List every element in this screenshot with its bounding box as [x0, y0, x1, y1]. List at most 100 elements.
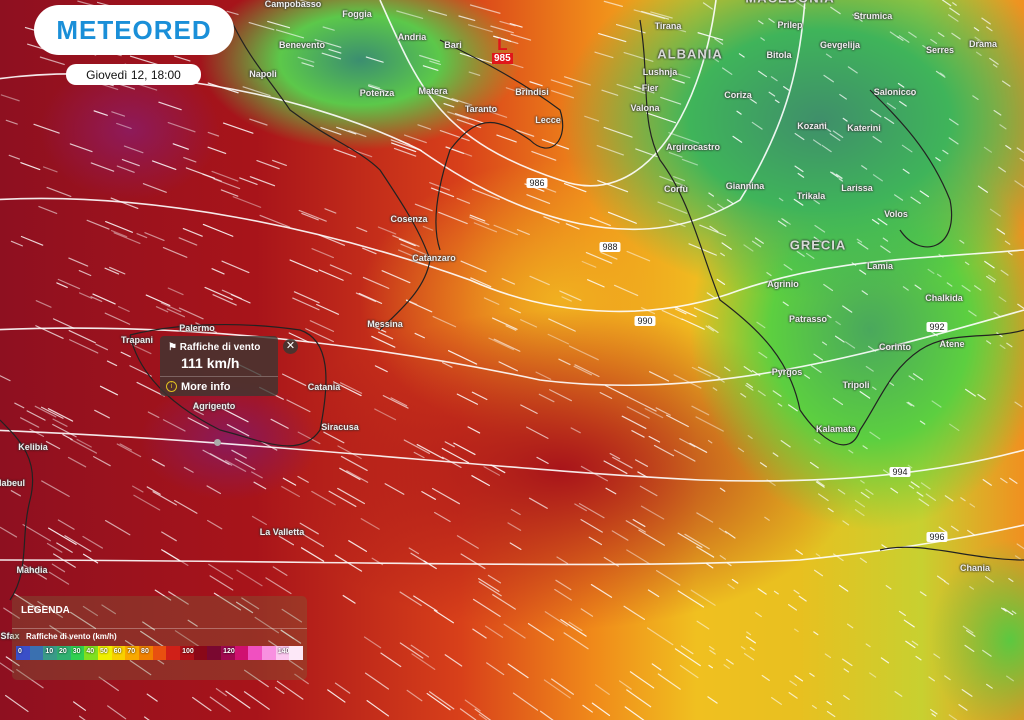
wind-streak	[834, 335, 845, 343]
wind-streak	[937, 32, 945, 38]
wind-streak	[155, 306, 169, 313]
legend-title: LEGENDA	[21, 605, 70, 616]
wind-streak	[691, 144, 703, 149]
wind-streak	[635, 459, 649, 467]
color-scale: 0 10 20 30 40 50 60 70 80 100 120 140	[16, 646, 304, 660]
wind-streak	[142, 183, 167, 193]
wind-streak	[28, 604, 41, 613]
wind-streak	[14, 402, 25, 409]
wind-streak	[774, 99, 780, 104]
wind-streak	[298, 209, 327, 222]
wind-streak	[761, 674, 770, 681]
city-label: Fier	[641, 83, 659, 93]
wind-streak	[1008, 578, 1014, 583]
wind-streak	[605, 487, 617, 495]
wind-streak	[992, 64, 998, 68]
wind-streak	[838, 584, 849, 592]
wind-streak	[286, 399, 311, 413]
wind-streak	[110, 229, 128, 238]
wind-streak	[823, 74, 834, 83]
wind-streak	[936, 575, 946, 582]
wind-streak	[20, 235, 44, 246]
location-pin[interactable]	[214, 439, 221, 446]
wind-streak	[714, 38, 724, 45]
wind-streak	[961, 688, 973, 697]
wind-streak	[428, 9, 448, 16]
city-label: Siracusa	[321, 422, 359, 432]
wind-streak	[681, 318, 705, 330]
wind-streak	[249, 118, 268, 126]
wind-streak	[192, 696, 212, 712]
forecast-datetime[interactable]: Giovedì 12, 18:00	[66, 64, 201, 85]
wind-streak	[872, 136, 882, 143]
wind-streak	[442, 362, 453, 368]
wind-streak	[977, 40, 983, 44]
wind-streak	[213, 178, 241, 190]
wind-streak	[48, 527, 77, 545]
wind-streak	[911, 640, 919, 646]
legend-panel[interactable]: LEGENDA Raffiche di vento (km/h) 0 10 20 30…	[12, 596, 307, 680]
wind-streak	[603, 460, 628, 475]
wind-streak	[26, 410, 46, 421]
wind-streak	[783, 86, 790, 91]
wind-streak	[681, 158, 699, 166]
wind-streak	[248, 22, 275, 31]
scale-label: 120	[223, 648, 235, 655]
scale-swatch	[248, 646, 263, 660]
scale-label: 20	[59, 648, 67, 655]
wind-streak	[146, 486, 161, 495]
wind-streak	[234, 458, 256, 471]
wind-streak	[770, 76, 778, 82]
city-label: Strumica	[853, 11, 893, 21]
low-pressure-value: 985	[492, 53, 513, 64]
wind-streak	[689, 442, 708, 453]
wind-streak	[852, 14, 863, 22]
wind-streak	[47, 408, 74, 422]
wind-streak	[187, 417, 209, 429]
wind-streak	[691, 405, 710, 416]
wind-streak	[708, 664, 714, 669]
wind-streak	[556, 556, 569, 565]
coastline-crete	[879, 546, 1024, 561]
wind-streak	[527, 622, 555, 641]
wind-streak	[960, 497, 966, 502]
wind-streak	[919, 420, 926, 425]
wind-streak	[272, 159, 287, 167]
wind-streak	[390, 397, 408, 407]
wind-streak	[294, 673, 309, 685]
wind-streak	[430, 92, 459, 103]
wind-streak	[897, 82, 905, 88]
city-label: Corfù	[664, 184, 688, 194]
wind-streak	[531, 150, 557, 161]
wind-streak	[163, 550, 189, 567]
wind-streak	[174, 630, 201, 648]
wind-streak	[633, 9, 666, 20]
wind-streak	[948, 14, 959, 22]
wind-streak	[908, 484, 915, 490]
more-info-link[interactable]: More info	[181, 381, 231, 393]
wind-streak	[131, 343, 152, 355]
scale-swatch: 20	[57, 646, 71, 660]
wind-streak	[596, 145, 624, 156]
wind-streak	[104, 519, 131, 536]
wind-streak	[57, 278, 81, 290]
wind-streak	[628, 396, 657, 412]
wind-streak	[251, 515, 267, 526]
wind-streak	[696, 620, 710, 630]
close-popup-button[interactable]: ✕	[283, 339, 298, 354]
wind-streak	[486, 662, 505, 676]
scale-label: 40	[86, 648, 95, 655]
wind-streak	[638, 529, 665, 546]
wind-streak	[859, 557, 867, 563]
wind-streak	[503, 623, 526, 639]
scale-swatch	[234, 646, 249, 660]
city-label: Tripoli	[842, 380, 870, 390]
wind-streak	[905, 640, 916, 649]
wind-streak	[471, 391, 488, 401]
wind-streak	[212, 294, 237, 306]
meteored-logo[interactable]: METEORED	[34, 5, 234, 55]
city-label: Kalamata	[815, 424, 857, 434]
scale-swatch: 60	[111, 646, 126, 660]
wind-streak	[516, 129, 535, 137]
wind-streak	[651, 663, 662, 671]
